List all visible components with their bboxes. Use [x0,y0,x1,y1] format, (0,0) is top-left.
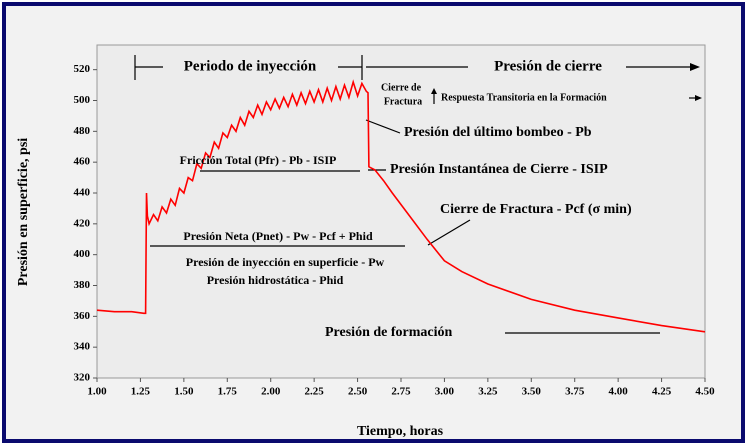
x-tick-label: 2.00 [261,386,281,398]
y-tick-label: 340 [74,341,91,353]
x-tick-label: 1.25 [131,386,151,398]
x-tick-label: 3.25 [478,386,498,398]
y-tick-label: 500 [74,94,91,106]
annotation: Respuesta Transitoria en la Formación [441,92,607,103]
x-tick-label: 1.00 [87,386,107,398]
annotation: Fricción Total (Pfr) - Pb - ISIP [180,153,337,167]
annotation: Presión Instantánea de Cierre - ISIP [390,162,608,177]
y-tick-label: 360 [74,310,91,322]
annotation: Presión del último bombeo - Pb [404,125,592,140]
annotation-lines [134,55,702,334]
y-tick-label: 520 [74,63,91,75]
y-axis-label: Presión en superficie, psi [16,138,31,286]
annotation: Presión de cierre [494,58,602,74]
y-tick-label: 420 [74,217,91,229]
annotation: Presión de inyección en superficie - Pw [186,255,385,269]
y-tick-label: 460 [74,156,91,168]
annotation: Presión hidrostática - Phid [207,273,344,287]
annotation: Presión Neta (Pnet) - Pw - Pcf + Phid [183,229,373,243]
annotation: Presión de formación [325,325,452,340]
y-tick-label: 380 [74,279,91,291]
x-tick-label: 4.50 [695,386,715,398]
x-tick-label: 1.75 [218,386,238,398]
x-tick-label: 2.75 [391,386,411,398]
x-tick-label: 2.50 [348,386,368,398]
annotation: Cierre de [381,82,422,93]
x-tick-label: 4.00 [609,386,629,398]
x-tick-label: 3.75 [565,386,585,398]
line [96,79,706,333]
x-axis-label: Tiempo, horas [357,424,444,439]
y-tick-label: 480 [74,125,91,137]
x-tick-label: 4.25 [652,386,672,398]
annotation: Periodo de inyección [184,58,317,74]
plot-area [96,44,706,379]
y-tick-label: 440 [74,187,91,199]
y-tick-label: 320 [74,372,91,384]
annotation: Cierre de Fractura - Pcf (σ min) [440,202,632,217]
x-tick-label: 1.50 [174,386,194,398]
x-tick-label: 2.25 [305,386,325,398]
x-tick-label: 3.50 [522,386,542,398]
x-tick-label: 3.00 [435,386,455,398]
annotation: Fractura [384,96,422,107]
y-tick-label: 400 [74,248,91,260]
